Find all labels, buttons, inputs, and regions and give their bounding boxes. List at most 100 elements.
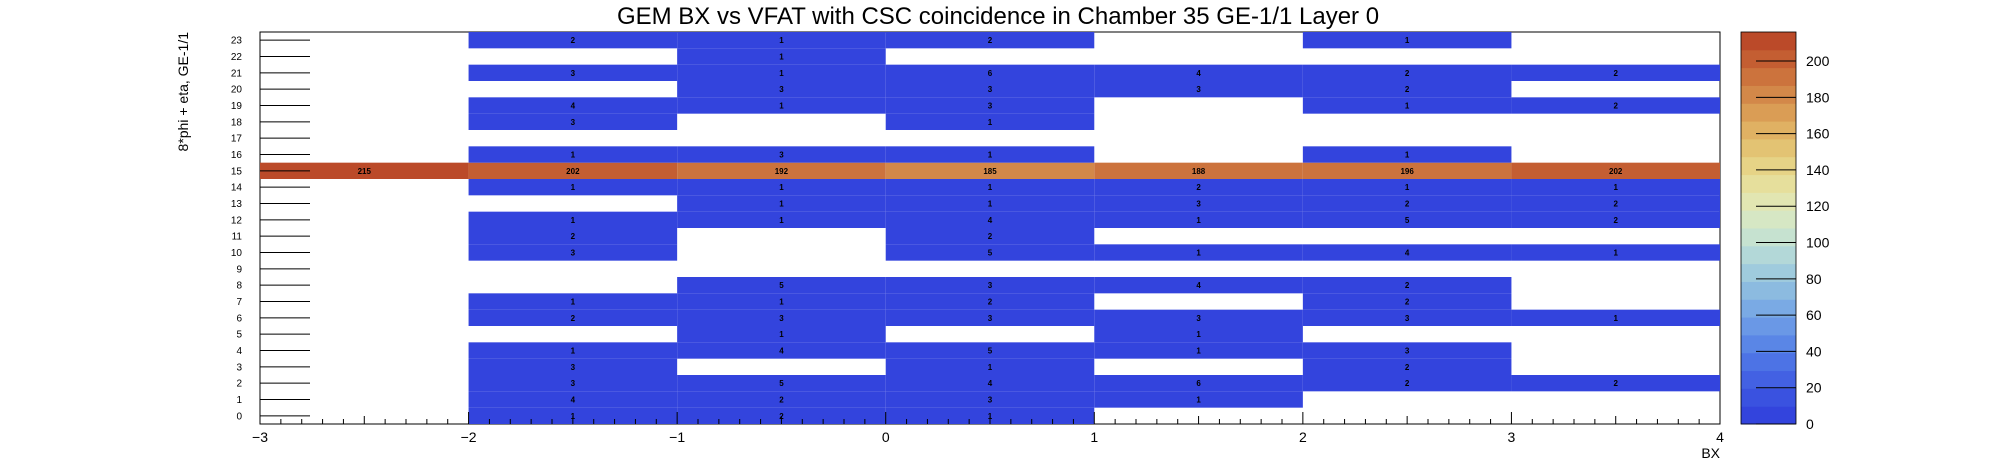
cell-value-label: 3 — [571, 249, 576, 258]
chart-title: GEM BX vs VFAT with CSC coincidence in C… — [617, 3, 1379, 30]
palette-swatch — [1741, 317, 1796, 336]
palette-tick-label: 100 — [1806, 235, 1830, 251]
palette-tick-label: 200 — [1806, 53, 1830, 69]
heatmap-cell — [1094, 195, 1303, 212]
palette-swatch — [1741, 67, 1796, 86]
cell-value-label: 4 — [1405, 249, 1410, 258]
heatmap-cell — [677, 277, 886, 294]
heatmap-cell — [885, 309, 1095, 326]
heatmap-cell — [468, 162, 678, 179]
cell-value-label: 3 — [779, 85, 784, 94]
cell-value-label: 2 — [1405, 298, 1410, 307]
heatmap-cell — [677, 81, 886, 98]
heatmap-cell — [1094, 81, 1303, 98]
y-tick-label: 13 — [231, 199, 243, 210]
heatmap-cell — [677, 326, 886, 343]
cell-value-label: 6 — [1196, 379, 1201, 388]
cell-value-label: 1 — [779, 102, 784, 111]
palette-swatch — [1741, 174, 1796, 193]
heatmap-cell — [885, 32, 1095, 49]
palette-swatch — [1741, 32, 1796, 51]
palette-tick-label: 180 — [1806, 89, 1830, 105]
cell-value-label: 1 — [779, 200, 784, 209]
cell-value-label: 2 — [1405, 85, 1410, 94]
heatmap-cell — [885, 162, 1095, 179]
y-tick-label: 11 — [232, 232, 243, 243]
cell-value-label: 3 — [988, 396, 993, 405]
x-axis-label: BX — [1701, 445, 1720, 461]
cell-value-label: 1 — [988, 151, 993, 160]
heatmap-cell — [885, 228, 1095, 245]
palette-swatch — [1741, 406, 1796, 425]
cell-value-label: 2 — [571, 36, 576, 45]
heatmap-cell — [1094, 309, 1303, 326]
heatmap-cell — [677, 97, 886, 114]
heatmap-cell — [260, 162, 469, 179]
palette-swatch — [1741, 334, 1796, 354]
heatmap-cell — [885, 211, 1095, 228]
cell-value-label: 3 — [779, 314, 784, 323]
cell-value-label: 2 — [571, 232, 576, 241]
palette-swatch — [1741, 138, 1796, 158]
cell-value-label: 2 — [1613, 102, 1618, 111]
cell-value-label: 5 — [1405, 216, 1410, 225]
palette-swatch — [1741, 388, 1796, 407]
cell-value-label: 1 — [988, 118, 993, 127]
palette-tick-label: 140 — [1806, 162, 1830, 178]
heatmap-cell — [885, 244, 1095, 261]
cell-value-label: 2 — [988, 298, 993, 307]
heatmap-cell — [468, 293, 678, 310]
y-tick-label: 5 — [236, 330, 242, 341]
heatmap-cell — [1511, 64, 1720, 81]
heatmap-cell — [885, 293, 1095, 310]
heatmap-cell — [1302, 375, 1512, 392]
heatmap-cell — [885, 407, 1095, 424]
cell-value-label: 5 — [988, 347, 993, 356]
cell-value-label: 1 — [1613, 314, 1618, 323]
cell-value-label: 2 — [1405, 200, 1410, 209]
y-tick-label: 3 — [236, 362, 242, 373]
heatmap-cell — [677, 179, 886, 196]
heatmap-cell — [1302, 358, 1512, 375]
x-tick-label: −1 — [669, 429, 685, 445]
cell-value-label: 2 — [1405, 69, 1410, 78]
heatmap-cell — [1302, 195, 1512, 212]
cell-value-label: 4 — [571, 396, 576, 405]
y-tick-label: 9 — [236, 264, 242, 275]
cell-value-label: 1 — [1613, 183, 1618, 192]
cell-value-label: 3 — [1196, 200, 1201, 209]
cell-value-label: 3 — [571, 69, 576, 78]
heatmap-cell — [1511, 195, 1720, 212]
cell-value-label: 3 — [988, 281, 993, 290]
cell-value-label: 1 — [1405, 36, 1410, 45]
heatmap-cell — [677, 293, 886, 310]
x-tick-label: −2 — [461, 429, 477, 445]
y-tick-label: 19 — [231, 101, 243, 112]
palette-swatch — [1741, 228, 1796, 247]
heatmap-cell — [1302, 244, 1512, 261]
heatmap-cell — [885, 195, 1095, 212]
color-palette: 0 20 40 60 80 100 120 140 160 180 200 — [1740, 31, 1830, 432]
cell-value-label: 1 — [1405, 102, 1410, 111]
heatmap-cell — [468, 309, 678, 326]
palette-swatch — [1741, 299, 1796, 318]
heatmap-cell — [468, 342, 678, 359]
y-tick-label: 17 — [231, 134, 243, 145]
palette-swatch — [1741, 210, 1796, 229]
palette-swatch — [1741, 281, 1796, 300]
cell-value-label: 4 — [1196, 69, 1201, 78]
cell-value-label: 1 — [779, 69, 784, 78]
x-tick-label: 2 — [1299, 429, 1307, 445]
y-tick-label: 21 — [231, 68, 243, 79]
palette-swatch — [1741, 85, 1796, 104]
heatmap-cell — [1094, 64, 1303, 81]
y-tick-label: 6 — [236, 313, 242, 324]
cell-value-label: 4 — [779, 347, 784, 356]
heatmap-cell — [468, 391, 678, 408]
cell-value-label: 3 — [1196, 85, 1201, 94]
heatmap-cell-labels: 1 2 1 4 2 3 1 3 5 4 6 2 2 3 1 2 1 4 5 1 3 1 1 2 3 3 3 3 1 1 1 2 2 5 3 4 2 3 5 1… — [358, 36, 1623, 421]
x-tick-label: −3 — [252, 429, 268, 445]
heatmap-cell — [677, 211, 886, 228]
cell-value-label: 1 — [571, 183, 576, 192]
palette-swatch — [1741, 121, 1796, 140]
